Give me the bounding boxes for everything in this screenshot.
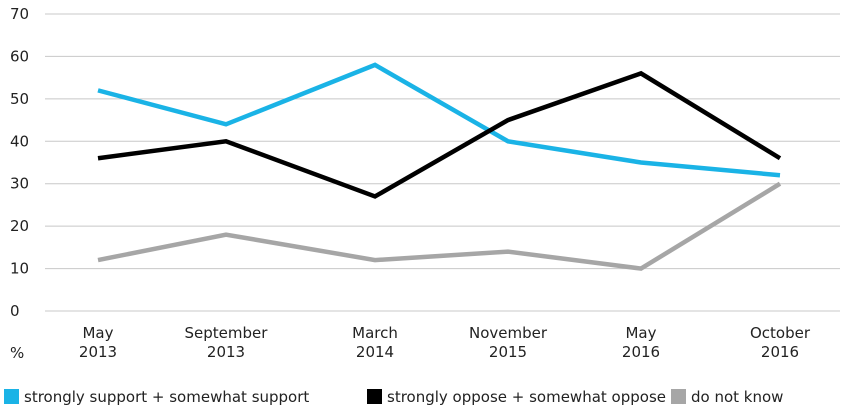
x-tick-label-line: May [625,324,656,342]
x-tick-label-line: November [469,324,548,342]
legend-label: strongly support + somewhat support [24,388,309,406]
x-tick-label: September 2013 [185,324,269,361]
series-line-2 [97,70,782,199]
y-tick-label: 0 [10,302,20,320]
x-tick-label: May 2013 [79,324,117,361]
legend-swatch [671,389,686,404]
x-tick-label-line: 2014 [356,343,394,361]
x-tick-label-line: 2016 [761,343,799,361]
x-tick-label: May 2016 [622,324,660,361]
x-tick-label-line: October [750,324,811,342]
y-axis-unit-label: % [10,344,24,362]
x-tick-label: November 2015 [469,324,548,361]
gridlines [45,13,840,312]
x-tick-label-line: 2016 [622,343,660,361]
y-tick-label: 40 [10,132,29,150]
x-tick-label-line: September [185,324,269,342]
x-tick-label-line: March [352,324,398,342]
y-tick-label: 50 [10,90,29,108]
legend-swatch [367,389,382,404]
series-line-1 [97,62,781,178]
series-line-3 [97,181,782,271]
x-tick-label-line: 2013 [79,343,117,361]
y-tick-label: 60 [10,47,29,65]
y-tick-label: 20 [10,217,29,235]
x-tick-label: October 2016 [750,324,811,361]
x-tick-label-line: 2015 [489,343,527,361]
legend-swatch [4,389,19,404]
series-lines [97,62,782,271]
y-axis-ticks: 0 10 20 30 40 50 60 70 [10,5,29,320]
legend: strongly support + somewhat support stron… [4,388,783,406]
x-tick-label: March 2014 [352,324,398,361]
y-tick-label: 70 [10,5,29,23]
legend-label: strongly oppose + somewhat oppose [387,388,666,406]
x-tick-label-line: May [82,324,113,342]
y-tick-label: 10 [10,260,29,278]
legend-label: do not know [691,388,783,406]
y-tick-label: 30 [10,175,29,193]
x-tick-label-line: 2013 [207,343,245,361]
